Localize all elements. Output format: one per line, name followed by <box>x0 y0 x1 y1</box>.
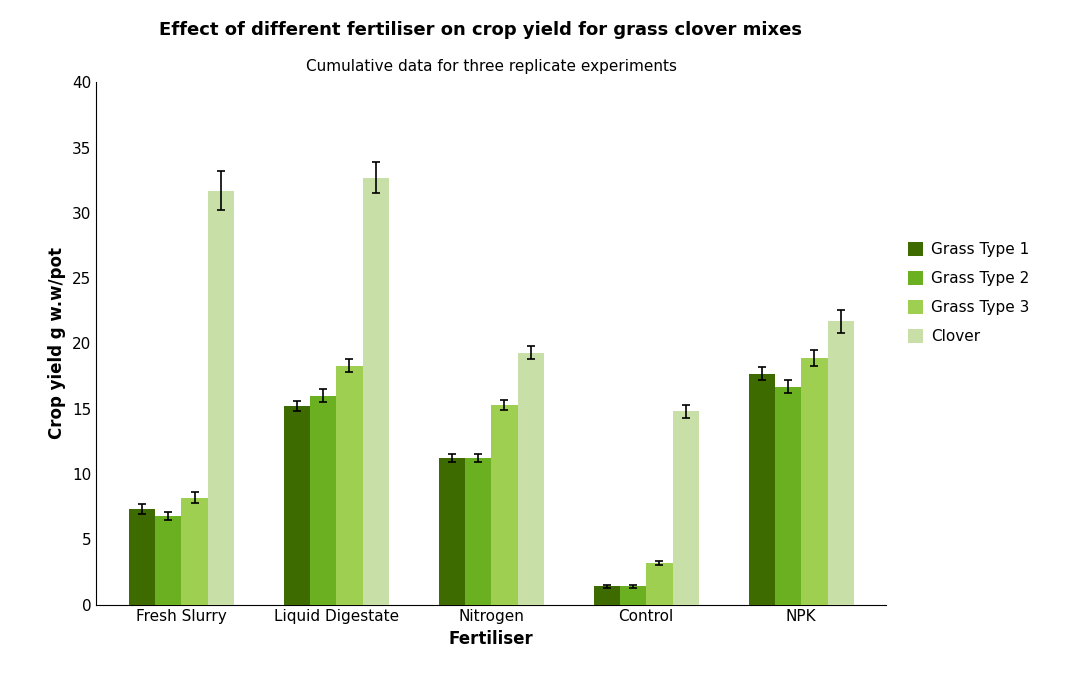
Bar <box>775 387 801 605</box>
Bar <box>673 412 698 605</box>
Bar <box>465 458 491 605</box>
Bar <box>284 406 310 605</box>
Bar <box>801 358 828 605</box>
Bar <box>619 586 646 605</box>
Text: Effect of different fertiliser on crop yield for grass clover mixes: Effect of different fertiliser on crop y… <box>159 21 802 38</box>
Bar <box>749 374 775 605</box>
Bar <box>155 516 182 605</box>
Legend: Grass Type 1, Grass Type 2, Grass Type 3, Clover: Grass Type 1, Grass Type 2, Grass Type 3… <box>902 236 1036 350</box>
Bar <box>310 396 336 605</box>
Bar <box>828 322 854 605</box>
Bar <box>439 458 465 605</box>
Bar <box>491 405 518 605</box>
Title: Cumulative data for three replicate experiments: Cumulative data for three replicate expe… <box>305 59 677 74</box>
Bar <box>594 586 619 605</box>
Bar <box>336 365 363 605</box>
Bar <box>128 509 155 605</box>
Bar <box>207 191 234 605</box>
Bar <box>363 178 389 605</box>
Bar <box>646 563 673 605</box>
X-axis label: Fertiliser: Fertiliser <box>449 630 534 648</box>
Y-axis label: Crop yield g w.w/pot: Crop yield g w.w/pot <box>48 247 66 440</box>
Bar <box>182 497 207 605</box>
Bar <box>518 352 544 605</box>
